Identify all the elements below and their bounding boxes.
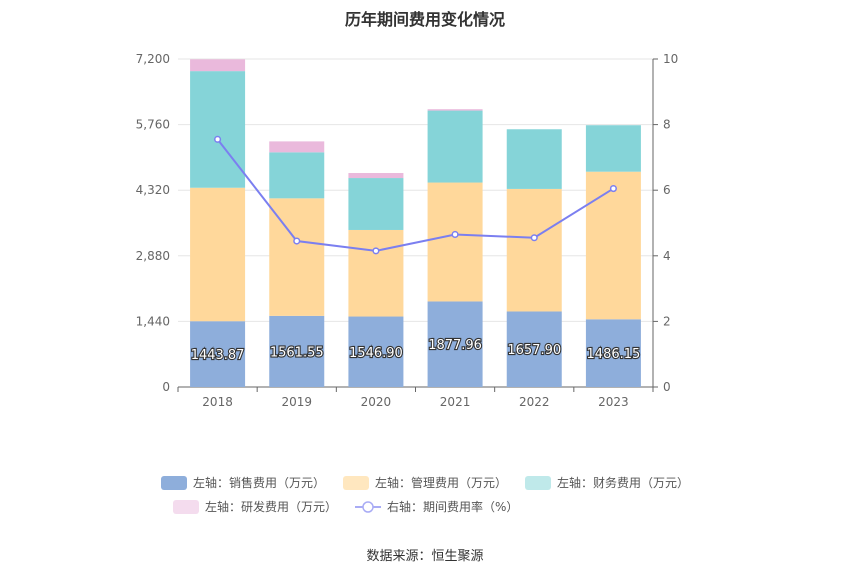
bar-data-label: 1486.15 xyxy=(587,347,641,362)
legend-label-finance: 左轴：财务费用（万元） xyxy=(557,476,690,490)
bar-segment xyxy=(585,171,641,320)
y-right-tick-label: 10 xyxy=(663,52,678,66)
rate-point xyxy=(293,237,301,245)
bar-data-label: 1443.87 xyxy=(191,348,245,363)
x-tick-label: 2018 xyxy=(202,395,233,409)
legend-swatch-sales xyxy=(160,475,187,490)
legend-item-admin[interactable]: 左轴：管理费用（万元） xyxy=(342,474,507,491)
bar-segment xyxy=(506,311,562,387)
bar-data-label: 1657.90 xyxy=(507,343,561,358)
bar-segment xyxy=(427,301,483,387)
legend-swatch-rnd xyxy=(173,499,199,514)
y-left-tick-label: 2,880 xyxy=(136,249,170,263)
x-tick-label: 2023 xyxy=(598,395,629,409)
legend-row-1: 左轴：销售费用（万元） 左轴：管理费用（万元） 左轴：财务费用（万元） xyxy=(0,474,850,491)
x-tick-label: 2022 xyxy=(519,395,550,409)
x-tick-label: 2021 xyxy=(440,395,471,409)
bar-segment xyxy=(269,141,325,153)
rate-point xyxy=(530,234,538,242)
legend-swatch-finance xyxy=(525,475,551,490)
bar-segment xyxy=(348,178,404,230)
rate-point xyxy=(451,230,459,239)
y-left-tick-label: 1,440 xyxy=(136,314,170,328)
legend-item-finance[interactable]: 左轴：财务费用（万元） xyxy=(525,474,689,491)
bar-segment xyxy=(190,59,246,72)
bar-segment xyxy=(348,173,404,179)
rate-point xyxy=(609,185,617,193)
y-right-tick-label: 2 xyxy=(663,314,671,328)
y-right-tick-label: 8 xyxy=(663,118,671,132)
legend-label-rnd: 左轴：研发费用（万元） xyxy=(205,500,338,514)
bar-segment xyxy=(427,182,483,302)
bar-segment xyxy=(427,109,483,111)
bar-segment xyxy=(427,110,483,183)
rate-point xyxy=(372,247,380,255)
y-right-tick-label: 0 xyxy=(663,380,671,394)
bar-data-label: 1561.55 xyxy=(270,345,324,360)
bar-segment xyxy=(269,315,325,387)
y-left-tick-label: 5,760 xyxy=(136,118,170,132)
legend-swatch-admin xyxy=(342,475,369,490)
y-left-tick-label: 4,320 xyxy=(136,183,170,197)
bar-segment xyxy=(190,321,246,387)
rate-line xyxy=(216,138,614,252)
y-right-tick-label: 6 xyxy=(663,183,671,197)
bar-data-label: 1546.90 xyxy=(349,346,403,361)
x-tick-label: 2019 xyxy=(281,395,312,409)
bar-segment xyxy=(269,152,325,199)
legend-label-rate: 右轴：期间费用率（%） xyxy=(387,500,519,514)
legend-line-icon xyxy=(355,500,382,513)
x-tick-label: 2020 xyxy=(361,395,392,409)
bar-segment xyxy=(190,187,246,322)
source-note: 数据来源：恒生聚源 xyxy=(366,549,484,564)
legend-item-rnd[interactable]: 左轴：研发费用（万元） xyxy=(173,498,337,515)
bar-segment xyxy=(585,319,641,387)
bar-segment xyxy=(348,316,404,387)
bar-segment xyxy=(506,188,562,312)
rate-point xyxy=(214,135,222,143)
legend-row-2: 左轴：研发费用（万元） 右轴：期间费用率（%） xyxy=(0,498,850,515)
bar-segment xyxy=(348,229,404,317)
bar-segment xyxy=(190,71,246,188)
chart-title: 历年期间费用变化情况 xyxy=(344,10,505,29)
legend-label-sales: 左轴：销售费用（万元） xyxy=(192,476,325,490)
legend-label-admin: 左轴：管理费用（万元） xyxy=(374,476,507,490)
bar-segment xyxy=(506,129,562,189)
legend-item-rate[interactable]: 右轴：期间费用率（%） xyxy=(355,498,518,515)
y-right-tick-label: 4 xyxy=(663,249,671,263)
bar-data-label: 1877.96 xyxy=(428,338,482,353)
bar-segment xyxy=(585,125,641,172)
y-left-tick-label: 0 xyxy=(162,380,170,394)
legend-item-sales[interactable]: 左轴：销售费用（万元） xyxy=(160,474,325,491)
y-left-tick-label: 7,200 xyxy=(136,52,170,66)
